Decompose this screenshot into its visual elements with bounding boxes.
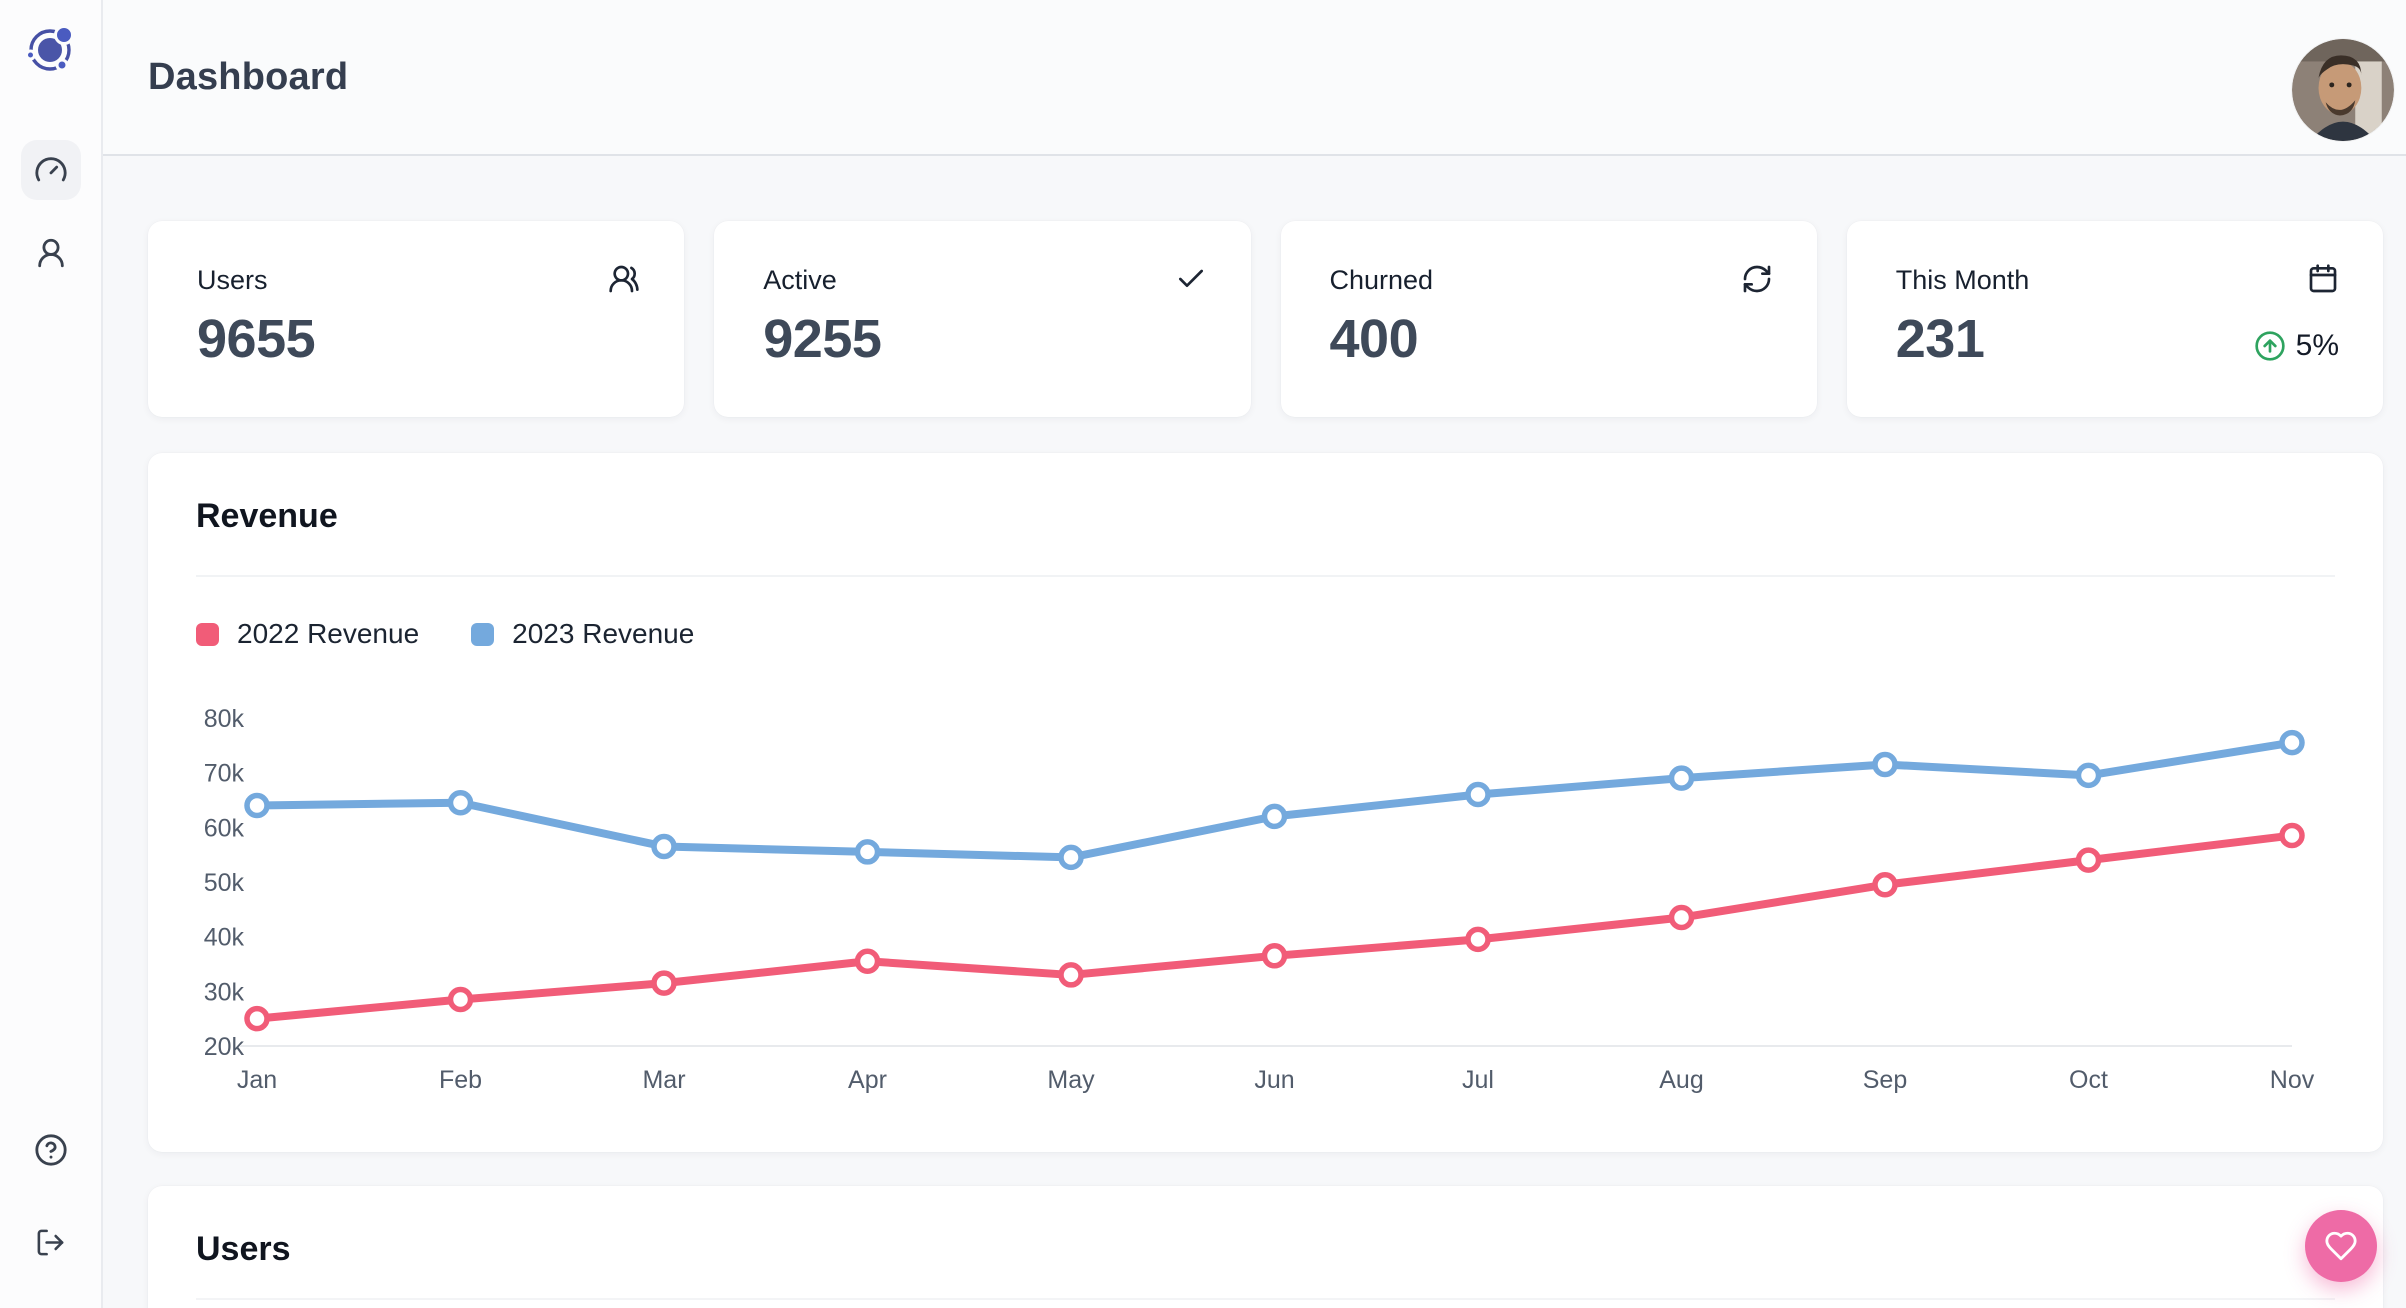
stat-label: This Month xyxy=(1895,265,2030,295)
x-axis-tick-label: Mar xyxy=(642,1066,685,1094)
sidebar xyxy=(0,0,103,1308)
app-logo[interactable] xyxy=(24,24,77,76)
chart-point xyxy=(1465,781,1491,808)
chart-line xyxy=(253,831,2296,1023)
stats-row: Users 9655 Active 9255 xyxy=(148,221,2383,417)
chart-point xyxy=(244,1005,270,1032)
chart-line xyxy=(253,738,2296,862)
stat-label: Users xyxy=(197,265,268,295)
legend-label: 2022 Revenue xyxy=(237,618,420,649)
chart-point xyxy=(447,789,474,816)
legend-label: 2023 Revenue xyxy=(512,618,695,649)
legend-item: 2022 Revenue xyxy=(196,618,419,650)
stat-value: 9255 xyxy=(763,309,882,369)
stat-value: 9655 xyxy=(197,309,316,369)
revenue-line-chart: 20k 30k 40k 50k 60k 70k 80k Jan Feb Mar Apr May Jun J… xyxy=(204,705,2315,1094)
panel-divider xyxy=(196,1298,2335,1300)
x-axis-tick-label: Nov xyxy=(2270,1066,2315,1094)
legend-item: 2023 Revenue xyxy=(471,618,694,650)
chart-point xyxy=(854,839,881,865)
refresh-icon xyxy=(1741,263,1773,295)
stat-value: 231 xyxy=(1895,309,1985,369)
x-axis-tick-label: Feb xyxy=(439,1066,482,1094)
stat-label: Active xyxy=(763,265,837,295)
y-axis-tick-label: 70k xyxy=(204,760,245,788)
stat-card-users: Users 9655 xyxy=(148,221,685,417)
favorite-fab[interactable] xyxy=(2305,1210,2377,1282)
y-axis-tick-label: 20k xyxy=(204,1033,245,1061)
users-icon xyxy=(608,263,640,295)
header: Dashboard xyxy=(103,0,2406,156)
revenue-panel: Revenue 2022 Revenue 2023 Revenue 20k 30k 4… xyxy=(148,453,2383,1152)
legend-swatch xyxy=(471,622,495,646)
chart-point xyxy=(2279,822,2305,849)
chart-point xyxy=(2075,762,2102,789)
page-title: Dashboard xyxy=(148,55,349,98)
y-axis-tick-label: 40k xyxy=(204,924,245,952)
panel-divider xyxy=(196,575,2335,577)
chart-point xyxy=(651,970,677,996)
chart-point xyxy=(1261,943,1288,969)
chart-legend: 2022 Revenue 2023 Revenue xyxy=(196,618,2335,650)
stat-card-churned: Churned 400 xyxy=(1280,221,1817,417)
legend-swatch xyxy=(196,622,219,646)
revenue-chart-wrap: 20k 30k 40k 50k 60k 70k 80k Jan Feb Mar Apr May Jun J… xyxy=(196,695,2335,1105)
chart-point xyxy=(1668,765,1695,791)
chart-point xyxy=(2075,847,2102,873)
growth-badge: 5% xyxy=(2254,329,2339,363)
x-axis-tick-label: Jun xyxy=(1254,1066,1294,1094)
chart-point xyxy=(1872,871,1898,898)
y-axis-tick-label: 60k xyxy=(204,814,245,842)
x-axis-tick-label: Jan xyxy=(237,1066,277,1094)
x-axis-tick-label: Jul xyxy=(1462,1066,1494,1094)
chart-point xyxy=(1058,844,1084,871)
growth-badge-text: 5% xyxy=(2295,329,2339,362)
calendar-icon xyxy=(2307,263,2339,295)
user-icon xyxy=(37,238,64,268)
arrow-up-circle-icon xyxy=(2254,331,2285,361)
y-axis-tick-label: 80k xyxy=(204,705,245,733)
chart-point xyxy=(244,792,270,819)
gauge-icon xyxy=(34,157,67,182)
sidebar-item-dashboard[interactable] xyxy=(20,140,81,200)
sidebar-item-users[interactable] xyxy=(21,223,81,283)
stat-card-this-month: This Month 231 5% xyxy=(1846,221,2383,417)
chart-point xyxy=(2279,729,2305,756)
avatar[interactable] xyxy=(2292,39,2394,141)
stat-card-active: Active 9255 xyxy=(714,221,1251,417)
stat-value: 400 xyxy=(1329,309,1419,369)
users-panel: Users xyxy=(148,1186,2383,1308)
chart-point xyxy=(1872,751,1898,778)
avatar-photo xyxy=(2292,39,2394,141)
check-icon xyxy=(1175,263,1207,295)
chart-point xyxy=(1465,926,1491,953)
users-panel-title: Users xyxy=(196,1230,291,1268)
sidebar-item-logout[interactable] xyxy=(21,1212,81,1272)
x-axis-tick-label: Oct xyxy=(2069,1066,2108,1094)
stat-label: Churned xyxy=(1329,265,1434,295)
chart-point xyxy=(1261,803,1288,830)
chart-point xyxy=(854,948,881,975)
chart-point xyxy=(1668,904,1695,931)
x-axis-tick-label: Aug xyxy=(1659,1066,1703,1094)
y-axis-tick-label: 30k xyxy=(204,978,245,1006)
main-area: Dashboard xyxy=(103,0,2406,1308)
chart-point xyxy=(651,833,677,860)
content: Users 9655 Active 9255 xyxy=(103,156,2406,1308)
chart-point xyxy=(1058,962,1084,988)
x-axis-tick-label: Sep xyxy=(1863,1066,1907,1094)
x-axis-tick-label: May xyxy=(1047,1066,1095,1094)
revenue-panel-title: Revenue xyxy=(196,497,338,535)
sidebar-item-help[interactable] xyxy=(21,1120,81,1180)
help-circle-icon xyxy=(34,1134,67,1166)
y-axis-tick-label: 50k xyxy=(204,869,245,897)
atom-orbit-logo-icon xyxy=(24,25,74,72)
x-axis-tick-label: Apr xyxy=(848,1066,887,1094)
heart-icon xyxy=(2325,1231,2357,1261)
logout-icon xyxy=(37,1229,64,1255)
chart-point xyxy=(447,986,474,1013)
